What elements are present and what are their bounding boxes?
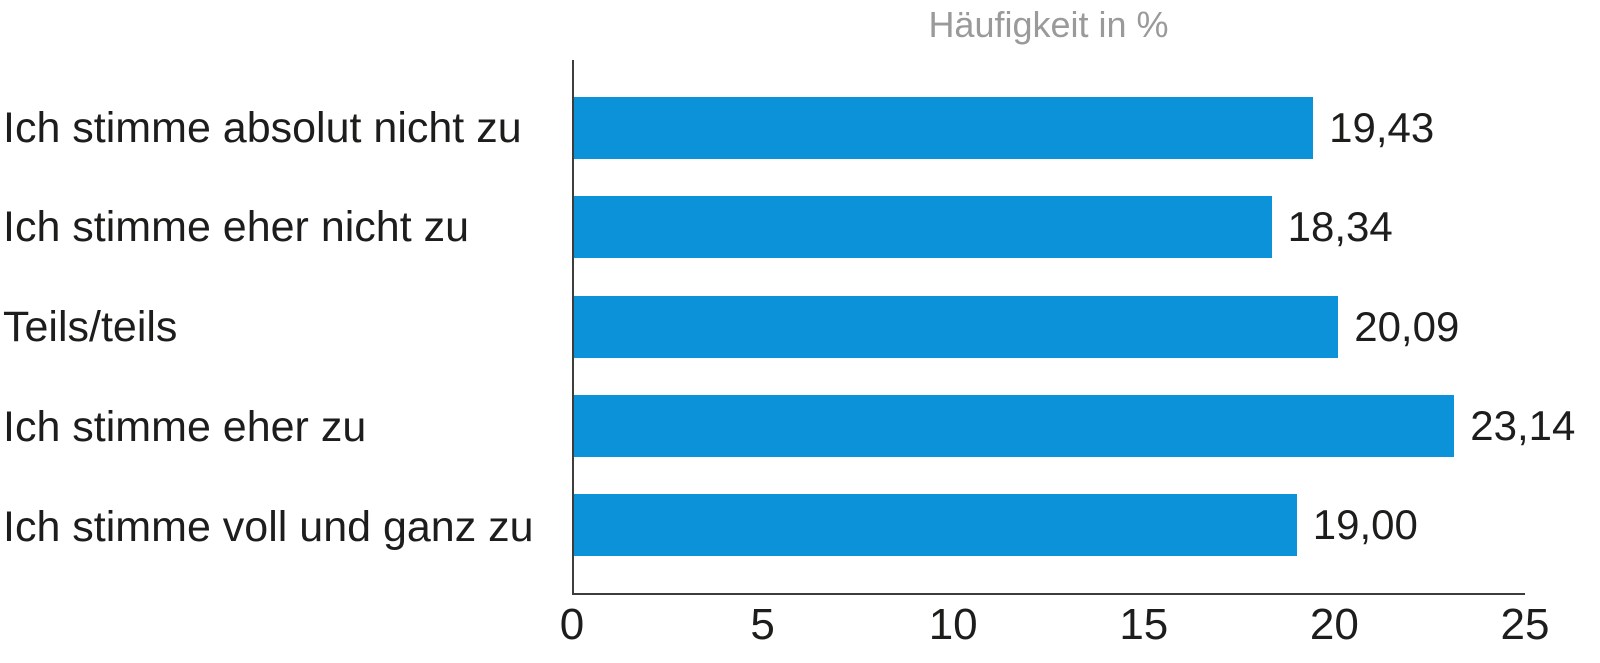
x-axis-tick: 25 bbox=[1500, 600, 1550, 649]
value-label: 19,00 bbox=[1312, 501, 1418, 548]
category-label: Ich stimme voll und ganz zu bbox=[3, 502, 534, 551]
x-axis-tick: 15 bbox=[1119, 600, 1169, 649]
value-label: 20,09 bbox=[1354, 302, 1460, 350]
value-label: 23,14 bbox=[1470, 401, 1576, 449]
bar-row: 19,43 bbox=[574, 97, 1525, 159]
bar-row: 20,09 bbox=[574, 295, 1525, 358]
category-label: Ich stimme eher zu bbox=[3, 402, 367, 451]
bar-row: 18,34 bbox=[574, 196, 1525, 259]
bar bbox=[574, 196, 1272, 259]
y-axis-category-labels: Ich stimme absolut nicht zu Ich stimme eh… bbox=[0, 60, 565, 595]
x-axis: 0 5 10 15 20 25 bbox=[560, 600, 1550, 660]
x-axis-tick: 5 bbox=[750, 600, 775, 649]
bar bbox=[574, 394, 1455, 457]
bar-row: 19,00 bbox=[574, 494, 1525, 556]
plot-area: 19,43 18,34 20,09 23,14 19,00 bbox=[572, 60, 1575, 595]
x-axis-tick: 20 bbox=[1309, 600, 1359, 649]
value-label: 18,34 bbox=[1287, 203, 1393, 251]
bar bbox=[574, 295, 1339, 358]
category-label: Ich stimme eher nicht zu bbox=[3, 203, 470, 252]
bar bbox=[574, 494, 1297, 556]
chart-title: Häufigkeit in % bbox=[928, 4, 1169, 45]
x-axis-tick: 0 bbox=[559, 600, 585, 649]
bar-row: 23,14 bbox=[574, 394, 1575, 457]
value-label: 19,43 bbox=[1329, 104, 1435, 151]
x-axis-tick: 10 bbox=[928, 600, 978, 649]
bar bbox=[574, 97, 1314, 159]
category-label: Ich stimme absolut nicht zu bbox=[3, 103, 522, 152]
category-label: Teils/teils bbox=[3, 303, 178, 351]
